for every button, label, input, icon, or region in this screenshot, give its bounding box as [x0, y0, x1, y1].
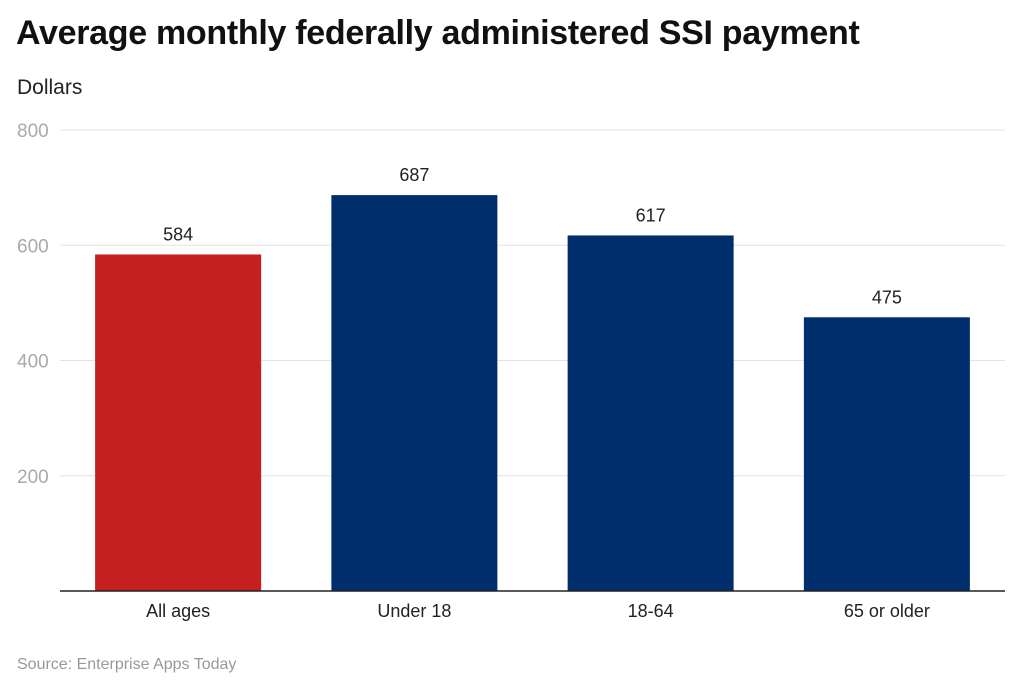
chart-title: Average monthly federally administered S…	[16, 14, 860, 52]
bar	[803, 317, 970, 591]
x-tick-label: 65 or older	[844, 601, 930, 621]
y-tick-label: 200	[17, 467, 49, 488]
y-tick-label: 800	[17, 121, 49, 142]
data-label: 687	[399, 165, 429, 185]
x-tick-label: Under 18	[377, 601, 451, 621]
x-tick-label: 18-64	[628, 601, 674, 621]
x-tick-label: All ages	[146, 601, 210, 621]
data-label: 617	[636, 205, 666, 225]
source-note: Source: Enterprise Apps Today	[17, 656, 237, 673]
data-label: 584	[163, 224, 193, 244]
bar	[567, 235, 734, 592]
bar	[95, 254, 262, 591]
y-tick-label: 400	[17, 352, 49, 373]
data-label: 475	[872, 287, 902, 307]
bar	[331, 195, 498, 591]
chart-subtitle: Dollars	[17, 76, 83, 99]
y-tick-label: 600	[17, 236, 49, 257]
